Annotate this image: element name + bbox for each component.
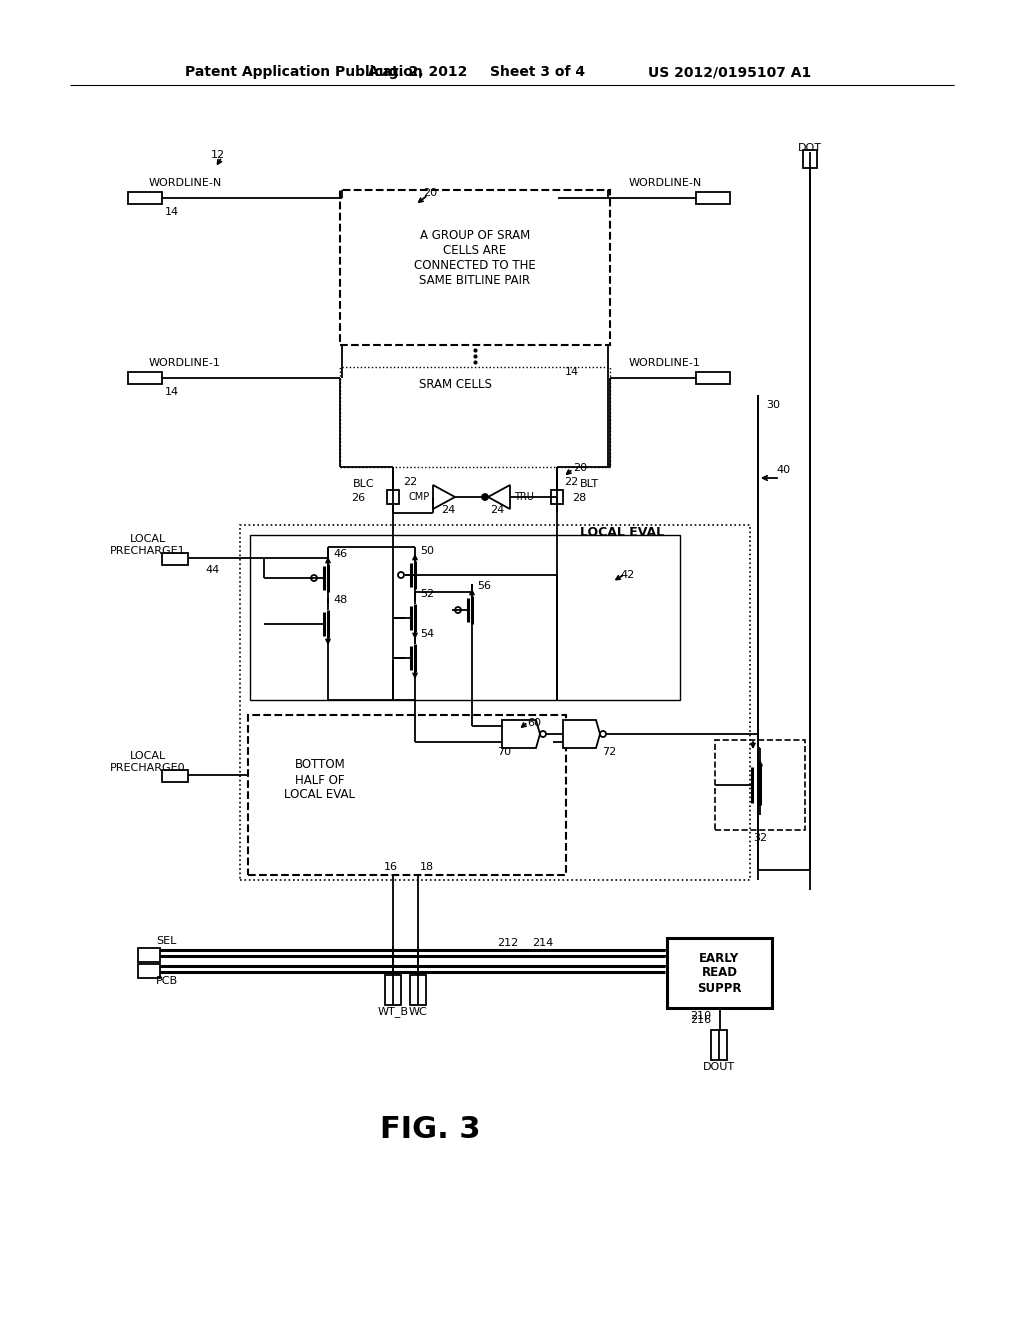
Text: 50: 50 <box>420 546 434 556</box>
Text: WORDLINE-1: WORDLINE-1 <box>629 358 701 368</box>
Text: 40: 40 <box>776 465 791 475</box>
Text: 32: 32 <box>753 833 767 843</box>
Text: 214: 214 <box>531 939 553 948</box>
Bar <box>138 964 160 978</box>
Text: A GROUP OF SRAM
CELLS ARE
CONNECTED TO THE
SAME BITLINE PAIR: A GROUP OF SRAM CELLS ARE CONNECTED TO T… <box>414 228 536 286</box>
Text: WC: WC <box>409 1007 427 1016</box>
Bar <box>162 553 188 565</box>
Text: Aug. 2, 2012: Aug. 2, 2012 <box>369 65 468 79</box>
Text: US 2012/0195107 A1: US 2012/0195107 A1 <box>648 65 812 79</box>
Text: 12: 12 <box>211 150 225 160</box>
Text: 72: 72 <box>602 747 616 756</box>
Bar <box>551 490 563 504</box>
Text: SEL: SEL <box>156 936 176 946</box>
Text: DOUT: DOUT <box>702 1063 735 1072</box>
Bar <box>696 372 730 384</box>
Text: 212: 212 <box>497 939 518 948</box>
Text: 20: 20 <box>573 463 587 473</box>
Text: 60: 60 <box>527 718 541 729</box>
Bar <box>715 741 805 830</box>
Text: FIG. 3: FIG. 3 <box>380 1115 480 1144</box>
Text: PCB: PCB <box>156 975 178 986</box>
Bar <box>248 715 566 875</box>
Circle shape <box>482 494 488 500</box>
Text: BLT: BLT <box>580 479 599 488</box>
Bar <box>128 191 162 205</box>
Bar <box>162 770 188 781</box>
Bar <box>667 939 772 1008</box>
Bar <box>340 367 610 467</box>
Text: Sheet 3 of 4: Sheet 3 of 4 <box>490 65 586 79</box>
Bar <box>250 535 680 700</box>
Text: 22: 22 <box>403 477 417 487</box>
Polygon shape <box>488 484 510 510</box>
Text: TRU: TRU <box>514 492 534 502</box>
Text: 44: 44 <box>206 565 220 576</box>
Text: WORDLINE-N: WORDLINE-N <box>148 178 221 187</box>
Text: 28: 28 <box>572 492 587 503</box>
Bar <box>696 191 730 205</box>
Bar <box>387 490 399 504</box>
Text: 30: 30 <box>766 400 780 411</box>
Text: 70: 70 <box>497 747 511 756</box>
Text: 216: 216 <box>690 1015 712 1026</box>
Text: WORDLINE-N: WORDLINE-N <box>629 178 701 187</box>
Bar <box>340 190 610 345</box>
Text: 54: 54 <box>420 630 434 639</box>
Text: 46: 46 <box>333 549 347 558</box>
Text: BLC: BLC <box>352 479 374 488</box>
Bar <box>240 525 750 880</box>
Text: 14: 14 <box>165 207 179 216</box>
Bar <box>138 948 160 962</box>
Text: 48: 48 <box>333 595 347 605</box>
Text: 14: 14 <box>565 367 580 378</box>
Text: 52: 52 <box>420 589 434 599</box>
Text: LOCAL EVAL: LOCAL EVAL <box>580 525 665 539</box>
Text: 210: 210 <box>690 1011 712 1020</box>
Text: 24: 24 <box>489 506 504 515</box>
Text: LOCAL
PRECHARGE1: LOCAL PRECHARGE1 <box>111 535 185 556</box>
Text: 14: 14 <box>165 387 179 397</box>
Text: WT_B: WT_B <box>378 1007 409 1018</box>
Polygon shape <box>433 484 455 510</box>
Polygon shape <box>563 719 600 748</box>
Text: BOTTOM
HALF OF
LOCAL EVAL: BOTTOM HALF OF LOCAL EVAL <box>285 759 355 801</box>
Text: 22: 22 <box>564 477 579 487</box>
Bar <box>128 372 162 384</box>
Text: 24: 24 <box>441 506 455 515</box>
Text: SRAM CELLS: SRAM CELLS <box>419 379 492 392</box>
Text: 42: 42 <box>620 570 634 579</box>
Text: 20: 20 <box>423 187 437 198</box>
Text: LOCAL
PRECHARGE0: LOCAL PRECHARGE0 <box>111 751 185 772</box>
Text: 56: 56 <box>477 581 490 591</box>
Bar <box>410 975 426 1005</box>
Polygon shape <box>502 719 540 748</box>
Text: 18: 18 <box>420 862 434 873</box>
Text: 26: 26 <box>351 492 365 503</box>
Text: 16: 16 <box>384 862 398 873</box>
Text: DOT: DOT <box>798 143 822 153</box>
Text: Patent Application Publication: Patent Application Publication <box>185 65 423 79</box>
Text: EARLY
READ
SUPPR: EARLY READ SUPPR <box>697 952 741 994</box>
Text: WORDLINE-1: WORDLINE-1 <box>150 358 221 368</box>
Text: CMP: CMP <box>409 492 430 502</box>
Bar <box>711 1030 727 1060</box>
Bar <box>385 975 401 1005</box>
Bar <box>803 150 817 168</box>
